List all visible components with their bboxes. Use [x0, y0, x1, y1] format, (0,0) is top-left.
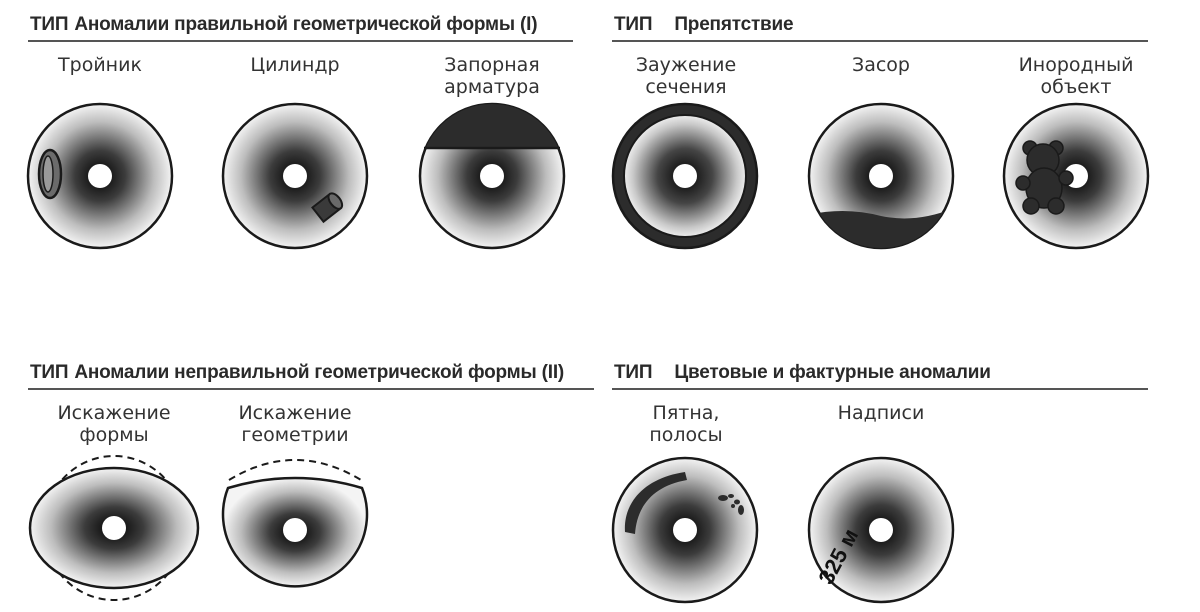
pipe-center-hole	[88, 164, 112, 188]
section-type-word: ТИП	[30, 362, 69, 383]
section-title-text: Аномалии правильной геометрической формы…	[74, 14, 538, 35]
pipe-tee-diagram	[26, 102, 174, 250]
pipe-geometry-distortion-diagram	[221, 459, 369, 588]
section-type-word: ТИП	[30, 14, 69, 35]
pipe-cylinder-diagram	[221, 102, 369, 250]
section-title-irregular-anomalies: ТИП Аномалии неправильной геометрической …	[30, 362, 564, 384]
section-title-text: Цветовые и фактурные аномалии	[674, 362, 991, 383]
label-foreign-object: Инородный объект	[1018, 54, 1134, 98]
pipe-narrowing-diagram	[611, 102, 759, 250]
pipe-blockage-diagram	[807, 102, 955, 250]
section-title-text: Препятствие	[674, 14, 794, 35]
section-underline	[28, 388, 594, 390]
pipe-center-hole	[673, 518, 697, 542]
label-cylinder: Цилиндр	[250, 54, 340, 76]
stain-spots	[718, 494, 744, 515]
label-inscriptions: Надписи	[837, 402, 925, 424]
section-underline	[612, 388, 1148, 390]
pipe-center-hole	[102, 516, 126, 540]
pipe-valve-diagram	[418, 102, 566, 250]
pipe-center-hole	[869, 518, 893, 542]
pipe-center-hole	[283, 164, 307, 188]
pipe-shape-distortion-diagram	[28, 455, 200, 601]
valve-gate	[420, 104, 564, 148]
stain-stripe	[624, 472, 687, 534]
section-underline	[612, 40, 1148, 42]
label-stains-stripes: Пятна, полосы	[649, 402, 723, 446]
section-title-color-texture-anomalies: ТИП Цветовые и фактурные аномалии	[614, 362, 991, 384]
label-shutoff-valve: Запорная арматура	[444, 54, 540, 98]
pipe-center-hole	[869, 164, 893, 188]
pipe-foreign-object-diagram	[1002, 102, 1150, 250]
section-type-word: ТИП	[614, 362, 653, 383]
pipe-stains-diagram	[611, 456, 759, 604]
label-shape-distortion: Искажение формы	[57, 402, 171, 446]
label-geometry-distortion: Искажение геометрии	[238, 402, 352, 446]
pipe-center-hole	[283, 518, 307, 542]
cylinder-object	[311, 192, 344, 224]
pipe-inscriptions-diagram: 325 м	[807, 456, 955, 604]
label-blockage: Засор	[852, 54, 910, 76]
foreign-object-teddy	[1015, 140, 1074, 215]
pipe-center-hole	[480, 164, 504, 188]
section-title-text: Аномалии неправильной геометрической фор…	[74, 362, 565, 383]
original-outline-dashed	[228, 459, 362, 481]
label-narrowing: Заужение сечения	[635, 54, 737, 98]
pipe-center-hole	[673, 164, 697, 188]
section-title-obstruction: ТИП Препятствие	[614, 14, 794, 36]
section-underline	[28, 40, 573, 42]
section-type-word: ТИП	[614, 14, 653, 35]
label-tee: Тройник	[58, 54, 142, 76]
section-title-regular-anomalies: ТИП Аномалии правильной геометрической фо…	[30, 14, 538, 36]
